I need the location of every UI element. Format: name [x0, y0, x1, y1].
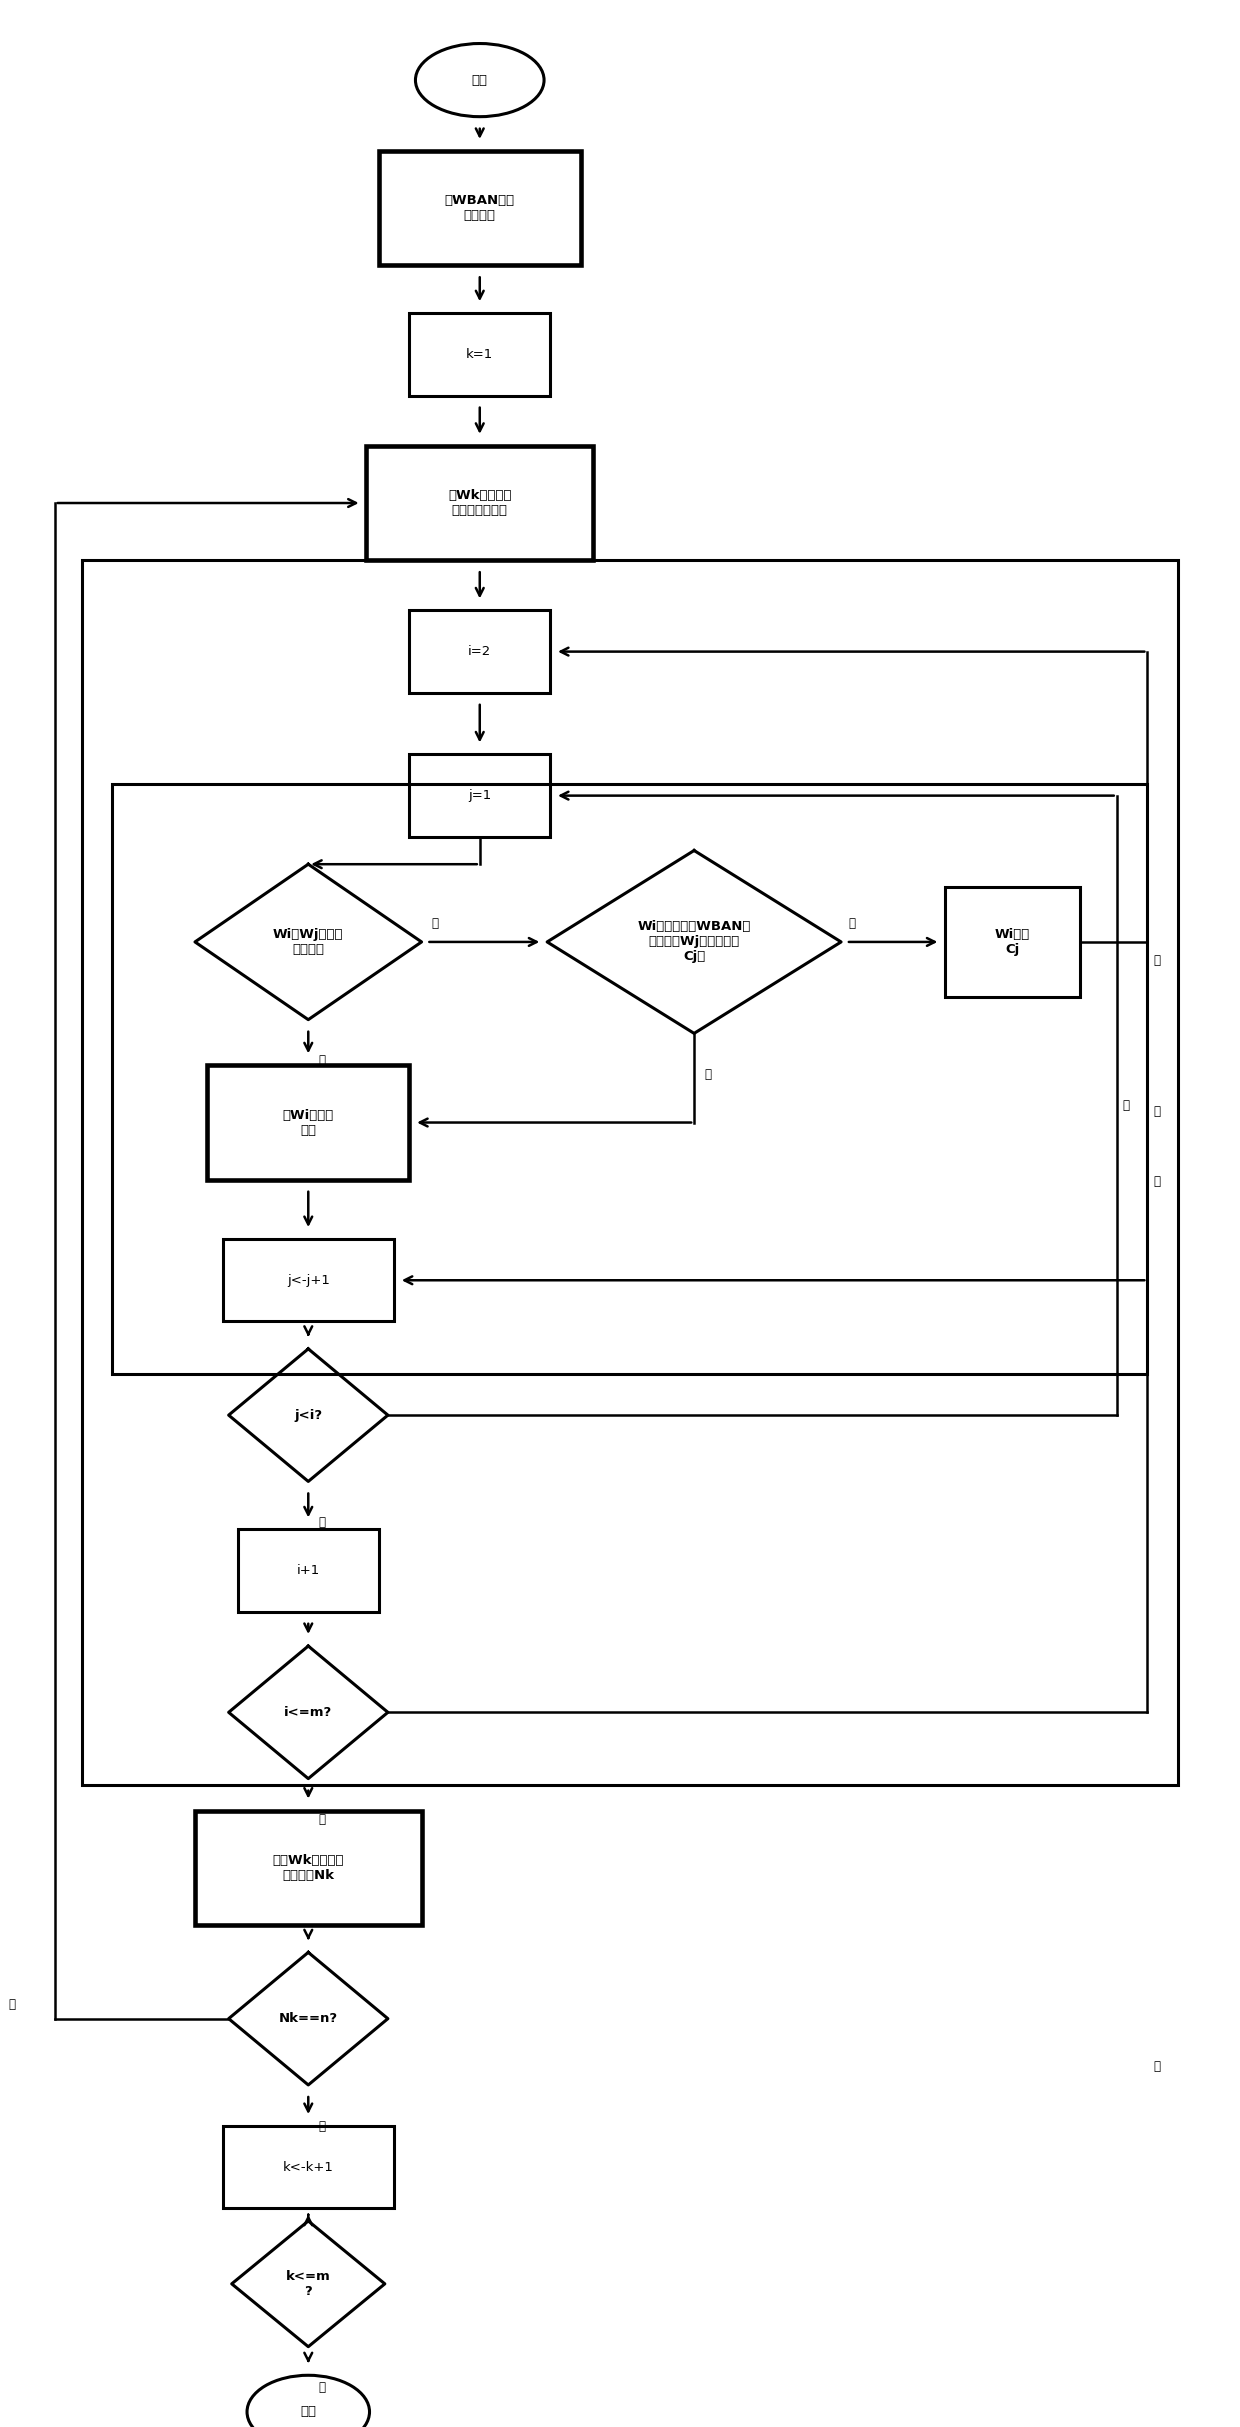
Text: i=2: i=2 — [469, 646, 491, 658]
Text: 是: 是 — [1153, 1104, 1161, 1116]
Text: 否: 否 — [319, 2381, 325, 2395]
Text: Nk==n?: Nk==n? — [279, 2012, 337, 2024]
Bar — [409, 612, 551, 692]
Text: Wi和Wj存在干
扰可能？: Wi和Wj存在干 扰可能？ — [273, 927, 343, 956]
Text: 开始: 开始 — [471, 73, 487, 87]
Text: k<=m
?: k<=m ? — [286, 2269, 331, 2298]
Text: j<-j+1: j<-j+1 — [286, 1274, 330, 1286]
Text: 是: 是 — [1153, 954, 1161, 966]
Bar — [207, 1065, 409, 1180]
Bar — [113, 784, 1147, 1374]
Ellipse shape — [415, 44, 544, 116]
Text: 否: 否 — [432, 917, 439, 930]
Text: 否: 否 — [704, 1068, 711, 1080]
Bar — [82, 561, 1178, 1786]
Bar — [222, 1240, 394, 1320]
Text: 给Wk分配一条
未被占用的信道: 给Wk分配一条 未被占用的信道 — [448, 488, 512, 517]
Text: k<-k+1: k<-k+1 — [283, 2160, 334, 2175]
Bar — [222, 2126, 394, 2209]
Bar — [409, 755, 551, 837]
Text: 否: 否 — [319, 1813, 325, 1825]
Text: Wi共享
Cj: Wi共享 Cj — [994, 927, 1030, 956]
Text: 否: 否 — [319, 2119, 325, 2133]
Text: i<=m?: i<=m? — [284, 1706, 332, 1718]
Bar — [409, 313, 551, 396]
Bar — [367, 447, 593, 561]
Text: 计算Wk周围已占
用信道数Nk: 计算Wk周围已占 用信道数Nk — [273, 1854, 343, 1881]
Text: j=1: j=1 — [469, 789, 491, 803]
Text: 是: 是 — [1153, 1175, 1161, 1189]
Bar — [378, 150, 580, 265]
Text: 结束: 结束 — [300, 2405, 316, 2417]
Bar — [238, 1529, 378, 1612]
Bar — [195, 1811, 422, 1925]
Text: i+1: i+1 — [296, 1563, 320, 1578]
Text: 否: 否 — [1153, 2061, 1161, 2073]
Text: Wi周围的干扰WBAN并
没有占用Wj占用的信道
Cj？: Wi周围的干扰WBAN并 没有占用Wj占用的信道 Cj？ — [637, 920, 750, 964]
Text: 是: 是 — [1122, 1099, 1130, 1112]
Text: 是: 是 — [9, 1997, 16, 2012]
Text: k=1: k=1 — [466, 347, 494, 362]
Text: 是: 是 — [319, 1053, 325, 1068]
Ellipse shape — [247, 2376, 370, 2427]
Text: j<i?: j<i? — [294, 1408, 322, 1422]
Bar — [945, 886, 1080, 997]
Text: 给Wi分配新
信道: 给Wi分配新 信道 — [283, 1109, 334, 1136]
Text: 是: 是 — [848, 917, 856, 930]
Text: 否: 否 — [319, 1517, 325, 1529]
Text: 对WBAN按优
先级排序: 对WBAN按优 先级排序 — [445, 194, 515, 223]
